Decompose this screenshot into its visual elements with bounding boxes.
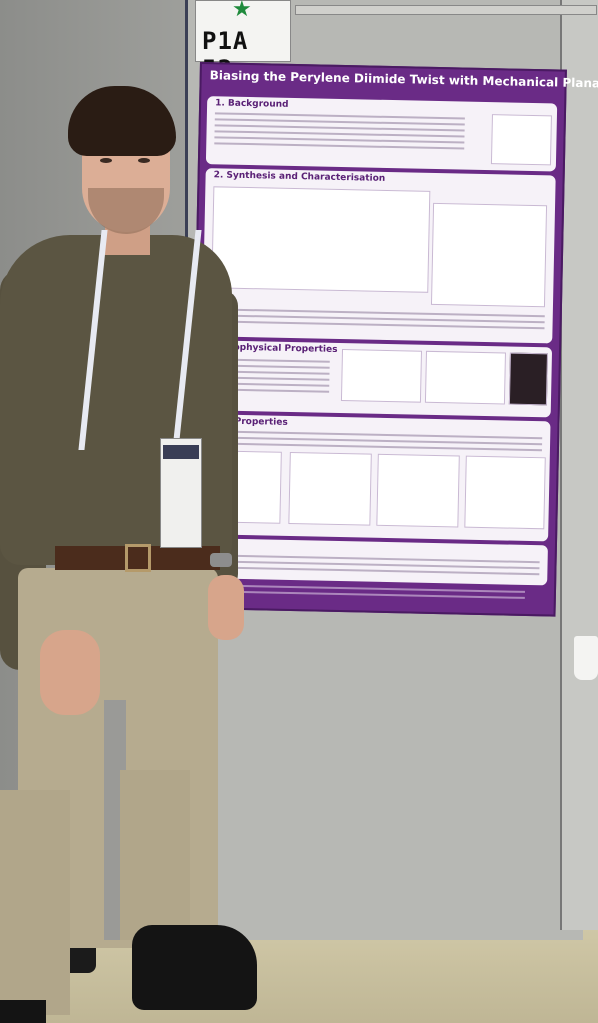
section-heading: 1. Background bbox=[215, 98, 289, 110]
star-icon: ★ bbox=[232, 0, 252, 22]
research-poster: Biasing the Perylene Diimide Twist with … bbox=[188, 62, 598, 617]
figure bbox=[508, 352, 548, 406]
poster-title: Biasing the Perylene Diimide Twist with … bbox=[209, 68, 598, 92]
poster-references bbox=[204, 584, 525, 603]
board-rail bbox=[295, 5, 597, 15]
right-eye bbox=[138, 158, 150, 163]
figure bbox=[288, 451, 372, 526]
section-body bbox=[210, 308, 545, 333]
figure bbox=[376, 453, 460, 528]
section-photophysical: Photophysical Properties bbox=[200, 340, 553, 418]
section-chiral: hiral Properties bbox=[198, 414, 551, 542]
section-background: 1. Background bbox=[205, 96, 558, 172]
wristwatch bbox=[210, 553, 232, 567]
figure bbox=[464, 455, 546, 530]
hair bbox=[68, 86, 176, 156]
left-shoe bbox=[0, 1000, 46, 1023]
badge-header bbox=[163, 445, 199, 459]
right-shoe bbox=[132, 925, 257, 1010]
figure bbox=[430, 202, 548, 308]
left-leg bbox=[0, 790, 70, 1015]
paper-cup bbox=[574, 636, 598, 680]
section-body bbox=[205, 554, 540, 579]
left-eye bbox=[100, 158, 112, 163]
belt-buckle bbox=[125, 544, 151, 572]
left-hand bbox=[40, 630, 100, 715]
figure bbox=[424, 350, 506, 405]
figure bbox=[211, 186, 431, 293]
section-body bbox=[214, 112, 465, 153]
belt bbox=[55, 546, 220, 570]
right-hand bbox=[208, 575, 244, 640]
figure bbox=[340, 349, 423, 403]
section-summary: mary bbox=[197, 538, 548, 586]
name-badge bbox=[160, 438, 202, 548]
poster-board-right-panel bbox=[560, 0, 598, 930]
figure bbox=[490, 114, 552, 166]
section-heading: 2. Synthesis and Characterisation bbox=[213, 170, 386, 184]
board-number-tag: ★ P1A 53 bbox=[195, 0, 291, 83]
section-synthesis: 2. Synthesis and Characterisation bbox=[202, 168, 556, 344]
right-leg bbox=[120, 770, 190, 940]
